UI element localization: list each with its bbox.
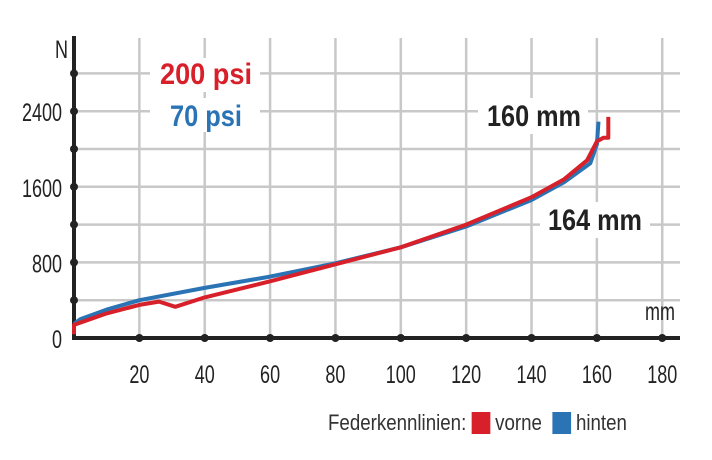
- series-line-vorne: [72, 116, 611, 335]
- x-tick-label: 20: [129, 360, 149, 389]
- legend-title: Federkennlinien:: [328, 410, 467, 435]
- x-tick-label: 120: [451, 360, 481, 389]
- annotation-background: [150, 58, 260, 92]
- x-tick-dot: [527, 334, 536, 342]
- y-tick-dot: [70, 145, 78, 153]
- y-tick-label: 1600: [22, 174, 62, 203]
- x-tick-label: 80: [325, 360, 345, 389]
- annotation-pressure-front: 200 psi: [160, 58, 252, 91]
- annotation-travel-front: 164 mm: [548, 204, 642, 237]
- y-tick-dot: [70, 69, 78, 78]
- annotation-pressure-rear: 70 psi: [170, 100, 242, 133]
- x-tick-dot: [135, 334, 144, 342]
- x-axis-label: mm: [645, 297, 675, 326]
- legend: Federkennlinien: vorne hinten: [328, 410, 627, 436]
- x-tick-dot: [200, 334, 209, 342]
- legend-swatch-hinten: [552, 412, 571, 434]
- legend-label-vorne: vorne: [495, 410, 542, 435]
- legend-label-hinten: hinten: [575, 410, 627, 435]
- x-tick-dot: [592, 334, 601, 342]
- x-tick-dot: [396, 334, 405, 342]
- y-axis-label: N: [55, 35, 68, 64]
- annotation-travel-rear: 160 mm: [487, 100, 581, 133]
- annotation-background: [150, 98, 260, 132]
- x-tick-dot: [331, 334, 340, 342]
- x-tick-dot: [462, 334, 471, 342]
- x-tick-dot: [658, 334, 667, 342]
- y-tick-label: 0: [52, 325, 62, 354]
- x-tick-label: 100: [386, 360, 416, 389]
- x-tick-label: 40: [195, 360, 215, 389]
- x-tick-label: 60: [260, 360, 280, 389]
- y-tick-label: 2400: [22, 98, 62, 127]
- y-tick-dot: [70, 182, 78, 191]
- annotation-background: [540, 202, 650, 238]
- x-tick-label: 140: [517, 360, 547, 389]
- annotation-background: [478, 98, 588, 134]
- x-tick-label: 160: [582, 360, 612, 389]
- y-tick-dot: [70, 258, 78, 267]
- x-tick-dot: [266, 334, 275, 342]
- y-tick-dot: [70, 296, 78, 305]
- y-tick-dot: [70, 220, 78, 229]
- legend-swatch-vorne: [471, 412, 491, 434]
- y-tick-label: 800: [32, 249, 62, 278]
- x-tick-label: 180: [647, 360, 677, 389]
- y-tick-dot: [70, 107, 78, 116]
